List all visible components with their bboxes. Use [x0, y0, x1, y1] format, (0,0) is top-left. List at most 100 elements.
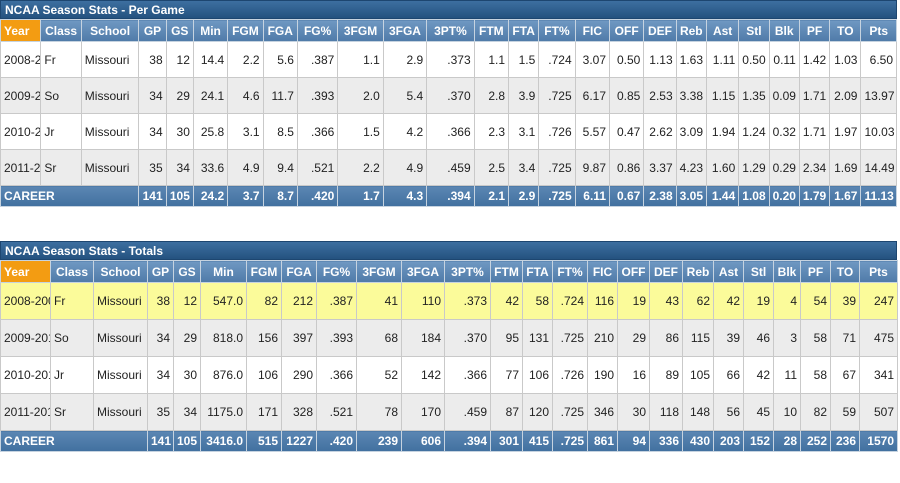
table-cell: 12 — [165, 41, 194, 78]
col-header[interactable]: Pts — [860, 19, 897, 42]
table-cell: .725 — [552, 430, 588, 452]
table-cell: 2.62 — [643, 113, 677, 150]
col-header[interactable]: FGM — [246, 260, 282, 283]
col-header[interactable]: GS — [165, 19, 194, 42]
table-cell: 2.38 — [643, 185, 677, 207]
table-cell: 239 — [356, 430, 402, 452]
table-cell: .725 — [552, 319, 588, 357]
col-header[interactable]: FIC — [574, 19, 611, 42]
col-header[interactable]: GP — [138, 19, 167, 42]
table-cell: 142 — [401, 356, 445, 394]
col-header[interactable]: Ast — [705, 19, 740, 42]
col-header[interactable]: PF — [798, 19, 831, 42]
col-header[interactable]: FT% — [552, 260, 588, 283]
table-cell: 876.0 — [200, 356, 247, 394]
table-cell: 10 — [773, 393, 801, 431]
table-cell: 1.94 — [705, 113, 740, 150]
col-header[interactable]: PF — [800, 260, 831, 283]
col-header[interactable]: School — [80, 19, 140, 42]
table-cell: 116 — [587, 282, 618, 320]
totals-table: Year Class School GP GS Min FGM FGA FG% … — [0, 260, 898, 452]
table-cell: 39 — [830, 282, 860, 320]
table-cell: 11.13 — [860, 185, 897, 207]
totals-title: NCAA Season Stats - Totals — [0, 241, 897, 260]
col-header[interactable]: TO — [830, 260, 860, 283]
table-cell: 3.7 — [227, 185, 264, 207]
col-header[interactable]: 3FGM — [356, 260, 402, 283]
col-header[interactable]: Reb — [675, 19, 707, 42]
col-header[interactable]: DEF — [643, 19, 677, 42]
col-header[interactable]: FTA — [522, 260, 553, 283]
table-cell: 190 — [587, 356, 618, 394]
col-header[interactable]: FGA — [262, 19, 298, 42]
table-cell: 58 — [522, 282, 553, 320]
table-cell: .726 — [552, 356, 588, 394]
table-cell: 341 — [859, 356, 898, 394]
col-header[interactable]: 3FGA — [401, 260, 445, 283]
col-header[interactable]: 3FGA — [382, 19, 428, 42]
col-header[interactable]: Stl — [743, 260, 774, 283]
table-cell: 34 — [147, 356, 174, 394]
col-header[interactable]: Stl — [738, 19, 770, 42]
table-cell: 5.6 — [262, 41, 298, 78]
table-cell: 156 — [246, 319, 282, 357]
col-header[interactable]: 3FGM — [337, 19, 384, 42]
col-header[interactable]: 3PT% — [426, 19, 475, 42]
col-header[interactable]: FG% — [316, 260, 357, 283]
table-cell: 1.35 — [738, 77, 770, 114]
col-header[interactable]: Reb — [682, 260, 714, 283]
col-header[interactable]: FTM — [490, 260, 523, 283]
table-cell: 0.29 — [768, 149, 800, 186]
table-cell: Jr — [50, 356, 94, 394]
table-cell: 2009-2010 — [0, 319, 51, 357]
col-header[interactable]: FGM — [227, 19, 264, 42]
table-cell: .724 — [538, 41, 576, 78]
col-header[interactable]: FT% — [538, 19, 576, 42]
col-header[interactable]: GS — [173, 260, 201, 283]
col-header[interactable]: Class — [40, 19, 82, 42]
table-cell: 131 — [522, 319, 553, 357]
col-header[interactable]: DEF — [649, 260, 683, 283]
totals-panel: NCAA Season Stats - Totals Year Class Sc… — [0, 241, 898, 452]
col-header[interactable]: Min — [192, 19, 229, 42]
col-header[interactable]: FGA — [281, 260, 317, 283]
col-header[interactable]: FG% — [296, 19, 339, 42]
col-header[interactable]: Min — [200, 260, 247, 283]
table-cell: 1.1 — [337, 41, 384, 78]
col-header[interactable]: OFF — [617, 260, 650, 283]
table-cell: Sr — [50, 393, 94, 431]
table-cell: 106 — [522, 356, 553, 394]
col-header[interactable]: Year — [0, 260, 51, 283]
table-cell: 39 — [713, 319, 744, 357]
table-cell: 95 — [490, 319, 523, 357]
col-header[interactable]: GP — [147, 260, 174, 283]
col-header[interactable]: TO — [829, 19, 862, 42]
table-cell: 1.97 — [829, 113, 862, 150]
col-header[interactable]: Year — [0, 19, 42, 42]
col-header[interactable]: FIC — [587, 260, 618, 283]
col-header[interactable]: 3PT% — [444, 260, 491, 283]
table-cell: 115 — [682, 319, 714, 357]
col-header[interactable]: Blk — [773, 260, 801, 283]
table-cell: 2.0 — [337, 77, 384, 114]
col-header[interactable]: Ast — [713, 260, 744, 283]
table-cell: 2.9 — [382, 41, 428, 78]
col-header[interactable]: Class — [50, 260, 94, 283]
table-cell: 1.1 — [473, 41, 510, 78]
col-header[interactable]: OFF — [608, 19, 645, 42]
col-header[interactable]: School — [93, 260, 148, 283]
table-cell: 290 — [281, 356, 317, 394]
table-cell: .366 — [296, 113, 339, 150]
table-cell: .420 — [316, 430, 357, 452]
col-header[interactable]: Blk — [768, 19, 800, 42]
table-cell: .387 — [316, 282, 357, 320]
table-cell: 4.9 — [382, 149, 428, 186]
table-cell: 861 — [587, 430, 618, 452]
table-cell: 0.67 — [608, 185, 645, 207]
table-cell: 82 — [246, 282, 282, 320]
col-header[interactable]: Pts — [859, 260, 898, 283]
table-row: 2009-2010 So Missouri 34 29 24.1 4.6 11.… — [0, 77, 897, 114]
col-header[interactable]: FTA — [507, 19, 540, 42]
table-cell: 34 — [147, 319, 174, 357]
col-header[interactable]: FTM — [473, 19, 510, 42]
